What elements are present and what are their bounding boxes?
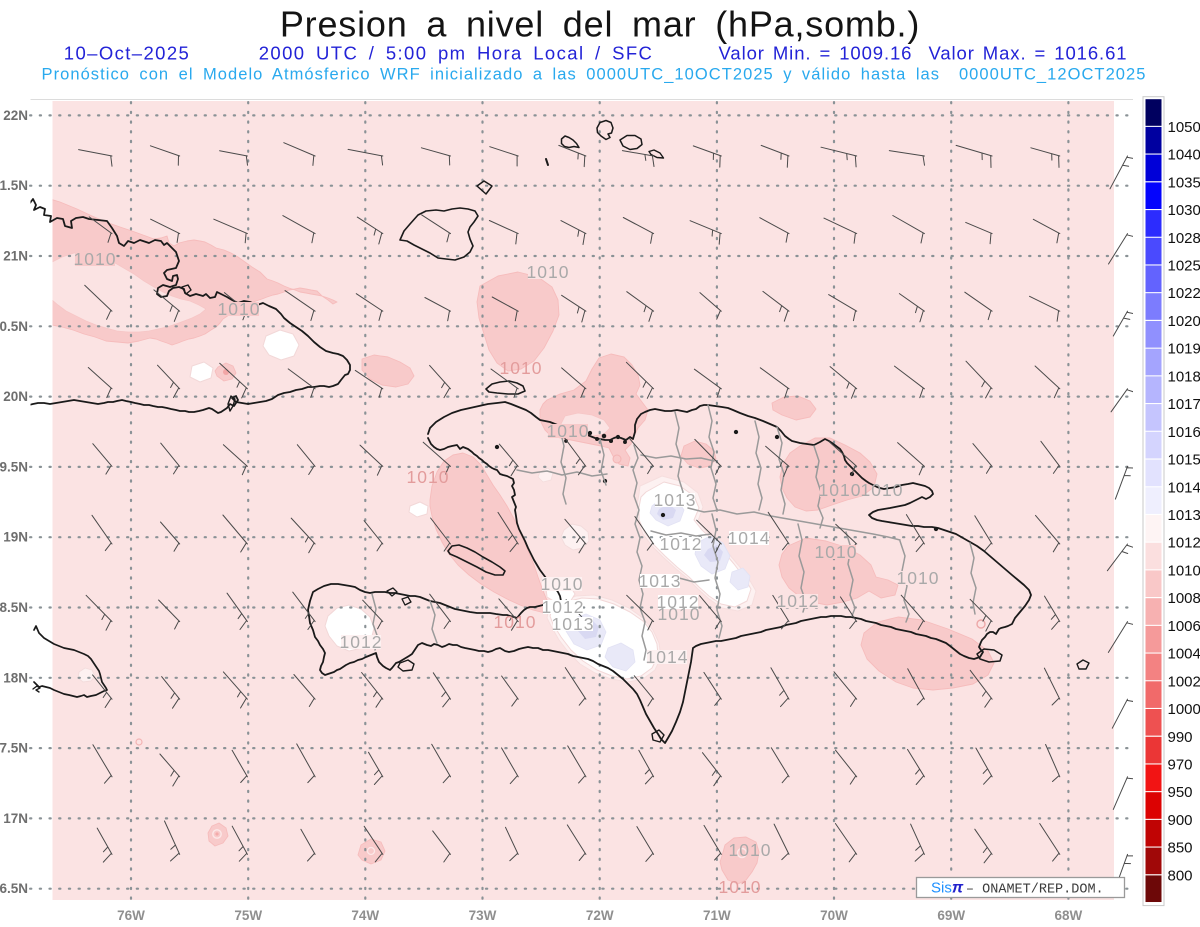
svg-text:1010: 1010 [719, 877, 762, 897]
svg-text:1010: 1010 [819, 480, 862, 500]
svg-text:1010: 1010 [541, 574, 584, 594]
svg-text:74W: 74W [351, 908, 379, 923]
svg-text:21N: 21N [3, 249, 28, 264]
svg-text:18N: 18N [3, 670, 28, 685]
svg-text:1010: 1010 [658, 604, 701, 624]
svg-text:1012: 1012 [340, 632, 383, 652]
svg-text:1010: 1010 [494, 612, 537, 632]
svg-text:1020: 1020 [1168, 313, 1200, 330]
svg-text:Pronóstico con el Modelo Atmós: Pronóstico con el Modelo Atmósferico WRF… [42, 66, 1147, 84]
svg-text:69W: 69W [937, 908, 965, 923]
svg-text:1017: 1017 [1168, 396, 1200, 413]
svg-text:800: 800 [1168, 867, 1193, 884]
svg-text:7.5N: 7.5N [0, 741, 28, 756]
svg-text:1010: 1010 [407, 467, 450, 487]
svg-text:1012: 1012 [657, 592, 700, 612]
svg-text:1022: 1022 [1168, 285, 1200, 302]
svg-text:1013: 1013 [1168, 507, 1200, 524]
svg-text:900: 900 [1168, 812, 1193, 829]
svg-text:1013: 1013 [639, 571, 682, 591]
svg-text:1040: 1040 [1168, 147, 1200, 164]
svg-text:1010: 1010 [527, 262, 570, 282]
svg-text:1014: 1014 [1168, 479, 1200, 496]
svg-text:1015: 1015 [1168, 452, 1200, 469]
svg-text:Valor Min. = 1009.16 Valor Ma: Valor Min. = 1009.16 Valor Max. = 1016.6… [719, 43, 1128, 64]
svg-text:0.5N: 0.5N [0, 319, 28, 334]
svg-text:1008: 1008 [1168, 590, 1200, 607]
svg-text:68W: 68W [1055, 908, 1083, 923]
svg-text:1012: 1012 [1168, 535, 1200, 552]
svg-text:72W: 72W [586, 908, 614, 923]
svg-text:6.5N: 6.5N [0, 881, 28, 896]
svg-text:1050: 1050 [1168, 119, 1200, 136]
svg-text:9.5N: 9.5N [0, 459, 28, 474]
svg-text:1013: 1013 [654, 490, 697, 510]
svg-text:1002: 1002 [1168, 673, 1200, 690]
svg-text:70W: 70W [820, 908, 848, 923]
svg-text:8.5N: 8.5N [0, 600, 28, 615]
svg-text:76W: 76W [117, 908, 145, 923]
svg-text:950: 950 [1168, 784, 1193, 801]
svg-text:73W: 73W [469, 908, 497, 923]
svg-text:1018: 1018 [1168, 368, 1200, 385]
svg-text:1006: 1006 [1168, 618, 1200, 635]
svg-text:1004: 1004 [1168, 646, 1200, 663]
svg-text:990: 990 [1168, 729, 1193, 746]
svg-text:1035: 1035 [1168, 174, 1200, 191]
svg-text:1030: 1030 [1168, 202, 1200, 219]
svg-text:1010: 1010 [547, 421, 590, 441]
svg-text:1010: 1010 [218, 299, 261, 319]
svg-text:1012: 1012 [660, 534, 703, 554]
svg-text:1010: 1010 [729, 840, 772, 860]
svg-text:1014: 1014 [646, 647, 689, 667]
svg-text:1025: 1025 [1168, 258, 1200, 275]
svg-text:1010: 1010 [897, 568, 940, 588]
svg-text:1010: 1010 [1168, 562, 1200, 579]
svg-text:1010: 1010 [74, 249, 117, 269]
svg-text:1014: 1014 [728, 528, 771, 548]
svg-text:1000: 1000 [1168, 701, 1200, 718]
svg-text:10–Oct–2025: 10–Oct–2025 [64, 43, 191, 64]
svg-text:1010: 1010 [861, 480, 904, 500]
svg-text:1013: 1013 [552, 614, 595, 634]
svg-text:17N: 17N [3, 811, 28, 826]
svg-text:1019: 1019 [1168, 341, 1200, 358]
svg-text:Presion a nivel del mar (hPa,s: Presion a nivel del mar (hPa,somb.) [280, 4, 920, 45]
svg-text:1.5N: 1.5N [0, 178, 28, 193]
svg-text:20N: 20N [3, 389, 28, 404]
svg-text:1012: 1012 [542, 597, 585, 617]
svg-text:1016: 1016 [1168, 424, 1200, 441]
svg-text:19N: 19N [3, 530, 28, 545]
svg-text:22N: 22N [3, 108, 28, 123]
svg-text:1028: 1028 [1168, 230, 1200, 247]
svg-text:1010: 1010 [500, 358, 543, 378]
svg-text:1010: 1010 [815, 542, 858, 562]
svg-text:71W: 71W [703, 908, 731, 923]
svg-text:2000 UTC / 5:00 pm Hora Local: 2000 UTC / 5:00 pm Hora Local / SFC [259, 43, 654, 64]
svg-text:850: 850 [1168, 840, 1193, 857]
svg-text:75W: 75W [234, 908, 262, 923]
svg-text:1012: 1012 [777, 591, 820, 611]
svg-text:970: 970 [1168, 757, 1193, 774]
svg-text:Sisπ – ONAMET/REP.DOM.: Sisπ – ONAMET/REP.DOM. [931, 880, 1104, 898]
